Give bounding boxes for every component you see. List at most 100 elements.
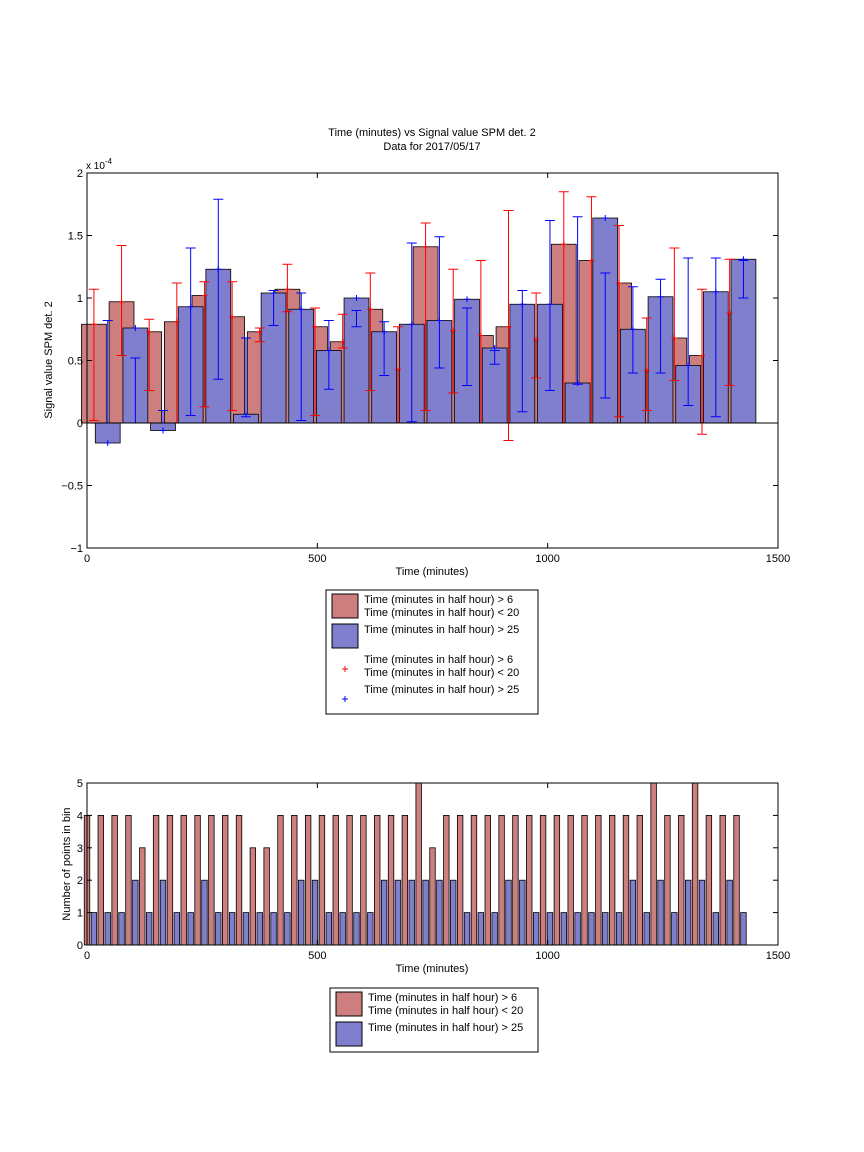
y-axis-label: Signal value SPM det. 2 [43, 301, 55, 418]
y-tick-label: 2 [77, 168, 83, 180]
bar [125, 815, 132, 946]
bar [360, 815, 367, 946]
bar [691, 782, 699, 946]
legend-swatch [335, 991, 363, 1017]
bar [622, 815, 630, 946]
bar [291, 815, 298, 946]
bar [463, 912, 471, 946]
bar [146, 912, 153, 946]
bar [249, 847, 257, 946]
bar [705, 815, 713, 946]
legend-label: Time (minutes in half hour) < 20 [364, 667, 519, 679]
bar [201, 879, 208, 946]
legend-label: Time (minutes in half hour) > 25 [364, 684, 519, 696]
bar-group [83, 782, 747, 946]
y-tick-label: 0 [77, 418, 83, 430]
legend-label: Time (minutes in half hour) < 20 [368, 1005, 523, 1017]
legend-swatch [331, 623, 359, 649]
bar [532, 912, 540, 946]
bar [636, 815, 643, 946]
bar [111, 815, 118, 946]
bar [733, 815, 740, 946]
bar [159, 879, 167, 946]
bar [104, 912, 111, 946]
bar [256, 912, 263, 946]
x-tick-label: 1000 [535, 950, 559, 962]
bar [567, 815, 574, 946]
bar [380, 879, 388, 946]
bar [671, 912, 678, 946]
count-chart: 0 500 1000 1500 0 1 2 3 4 5 Time (minutes) Number… [61, 778, 790, 1053]
bar [539, 815, 547, 946]
bar-group [81, 217, 757, 444]
x-tick-label: 1000 [535, 553, 559, 565]
bar [339, 912, 346, 946]
bar [187, 912, 194, 946]
bar [401, 815, 409, 946]
bar [173, 912, 180, 946]
bar [346, 815, 353, 946]
bar [422, 879, 429, 946]
bar [560, 912, 567, 946]
bar [415, 782, 422, 946]
bar [304, 815, 312, 946]
bar [263, 847, 270, 946]
bar [90, 912, 98, 946]
bar [325, 912, 333, 946]
bar [374, 815, 381, 946]
bar [484, 815, 491, 946]
bar [242, 912, 250, 946]
bar [595, 815, 602, 946]
bar [564, 382, 591, 424]
x-axis-label: Time (minutes) [396, 566, 469, 578]
bar [118, 912, 125, 946]
bar [657, 879, 664, 946]
bar [512, 815, 519, 946]
x-tick-label: 1500 [766, 950, 790, 962]
legend-label: Time (minutes in half hour) < 20 [364, 607, 519, 619]
bar [139, 847, 146, 946]
axes: 0 500 1000 1500 −1 −0.5 0 0.5 1 1.5 2 [61, 168, 790, 565]
bar [491, 912, 498, 946]
bar [284, 912, 291, 946]
bar [581, 815, 588, 946]
bar [318, 815, 326, 946]
bar [311, 879, 319, 946]
bar [615, 912, 623, 946]
y-tick-label: −0.5 [61, 481, 83, 493]
y-tick-label: 1 [77, 908, 83, 920]
x-tick-label: 0 [84, 553, 90, 565]
bar [602, 912, 609, 946]
bar [180, 815, 187, 946]
bar [553, 815, 561, 946]
bar [408, 879, 415, 946]
exponent-power: -4 [105, 157, 113, 166]
legend-swatch [331, 593, 359, 619]
y-axis-label: Number of points in bin [61, 807, 73, 920]
bar [277, 815, 284, 946]
bar [712, 912, 719, 946]
y-tick-label: 1 [77, 293, 83, 305]
bar [429, 847, 436, 946]
bar [97, 815, 104, 946]
bar [332, 815, 339, 946]
bar [477, 912, 485, 946]
x-tick-label: 500 [308, 553, 326, 565]
bar [222, 815, 229, 946]
bar [740, 912, 747, 946]
bar [166, 815, 174, 946]
bar [481, 347, 508, 424]
y-tick-label: 4 [77, 810, 83, 822]
y-tick-label: −1 [70, 543, 83, 555]
bar [698, 879, 706, 946]
legend-swatch [335, 1021, 363, 1047]
y-tick-label: 1.5 [68, 231, 83, 243]
bar [443, 815, 450, 946]
bar [132, 879, 139, 946]
bar [394, 879, 402, 946]
bar [298, 879, 305, 946]
signal-chart: Time (minutes) vs Signal value SPM det. … [43, 127, 790, 715]
